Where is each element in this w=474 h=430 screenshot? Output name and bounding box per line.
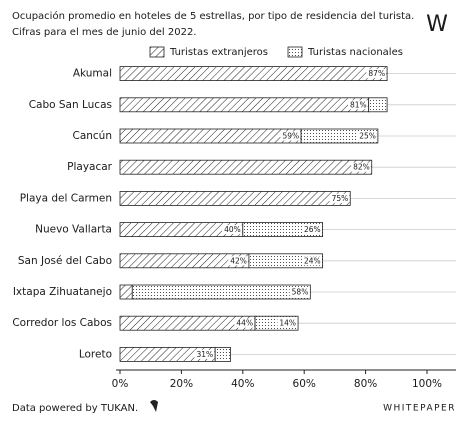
x-tick-label: 100% <box>412 378 442 390</box>
label-bg <box>277 318 298 328</box>
label-bg <box>289 287 310 297</box>
legend-label: Turistas nacionales <box>307 47 403 58</box>
y-tick-label: Corredor los Cabos <box>12 317 112 329</box>
value-label: 81% <box>350 100 367 109</box>
legend-label: Turistas extranjeros <box>169 47 268 58</box>
bar-segment <box>119 284 133 300</box>
value-label: 82% <box>353 163 370 172</box>
brand: WHITEPAPER <box>383 404 456 414</box>
y-tick-label: Cancún <box>72 130 112 142</box>
value-label: 31% <box>196 350 213 359</box>
x-tick-label: 20% <box>170 378 193 390</box>
value-label: 75% <box>332 194 349 203</box>
label-bg <box>347 100 368 110</box>
label-bg <box>234 318 255 328</box>
y-tick-label: Akumal <box>73 68 112 80</box>
bar-segment <box>119 66 388 81</box>
y-tick-label: San José del Cabo <box>18 255 112 267</box>
source-icon <box>150 400 158 412</box>
bar-segment <box>214 346 231 362</box>
label-bg <box>222 225 242 235</box>
x-tick-label: 40% <box>231 378 254 390</box>
y-tick-label: Loreto <box>79 348 112 360</box>
value-label: 25% <box>359 132 376 141</box>
x-tick-label: 0% <box>112 378 129 390</box>
value-label: 26% <box>304 225 321 234</box>
label-bg <box>301 225 322 235</box>
bar-segment <box>119 97 370 113</box>
bar-segment <box>119 128 302 144</box>
x-tick-label: 80% <box>354 378 377 390</box>
value-label: 58% <box>292 288 309 297</box>
x-tick-label: 60% <box>293 378 316 390</box>
bar-segment <box>131 284 311 300</box>
value-label: 14% <box>279 319 296 328</box>
value-label: 24% <box>304 256 321 265</box>
label-bg <box>301 256 322 266</box>
label-bg <box>228 256 248 266</box>
label-bg <box>329 193 350 203</box>
value-label: 87% <box>368 69 385 78</box>
label-bg <box>280 131 301 141</box>
y-tick-label: Nuevo Vallarta <box>35 224 112 236</box>
value-label: 42% <box>230 256 247 265</box>
y-tick-label: Cabo San Lucas <box>29 99 112 111</box>
logo: W <box>426 12 448 37</box>
chart-subtitle: Cifras para el mes de junio del 2022. <box>12 27 197 38</box>
label-bg <box>194 349 215 359</box>
label-bg <box>366 69 387 79</box>
bar-segment <box>119 159 373 175</box>
y-tick-label: Ixtapa Zihuatanejo <box>13 286 112 298</box>
label-bg <box>357 131 377 141</box>
value-label: 59% <box>282 132 299 141</box>
y-tick-label: Playa del Carmen <box>20 192 112 204</box>
chart-title: Ocupación promedio en hoteles de 5 estre… <box>12 10 414 22</box>
value-label: 40% <box>224 225 241 234</box>
bar-segment <box>119 190 351 206</box>
legend-swatch <box>287 46 303 58</box>
legend-swatch <box>149 46 165 58</box>
source: Data powered by TUKAN. <box>12 403 138 414</box>
bar-segment <box>368 97 388 113</box>
label-bg <box>351 162 371 172</box>
y-tick-label: Playacar <box>67 161 113 173</box>
value-label: 44% <box>236 319 253 328</box>
